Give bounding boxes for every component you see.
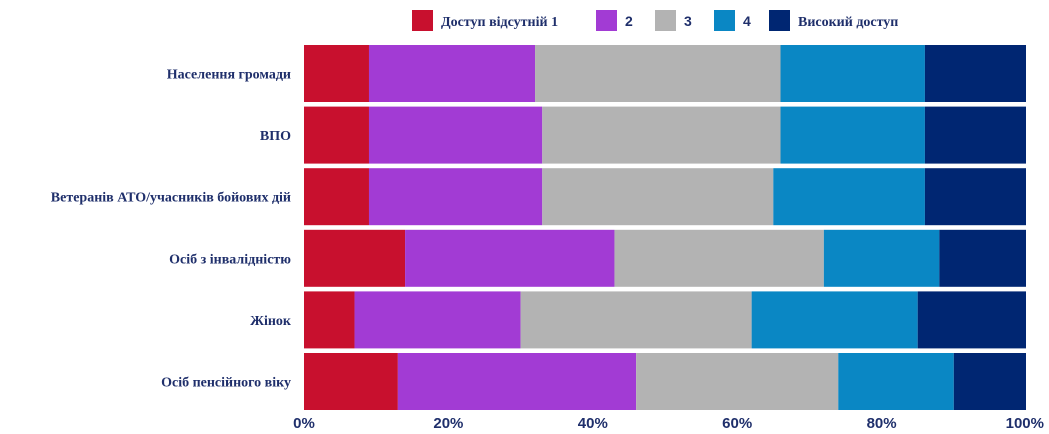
legend-item: 4 [714,10,751,31]
bar-segment-2 [405,229,615,287]
category-label: Населення громади [167,68,291,83]
x-tick-label: 100% [1006,415,1044,432]
bar-segment-5 [924,45,1026,102]
x-tick-label: 80% [867,415,897,432]
x-axis-ticks: 0% 20% 40% 60% 80% 100% [293,415,1044,432]
bar-segment-2 [368,106,543,164]
legend-label: 2 [625,13,633,29]
bar-row [304,229,1026,287]
bars [304,45,1026,410]
bar-row [304,45,1026,102]
bar-segment-4 [823,229,940,287]
bar-segment-5 [939,229,1026,287]
bar-segment-3 [636,353,839,410]
bar-segment-4 [838,353,954,410]
bar-segment-4 [773,168,925,226]
category-label: Жінок [250,314,292,329]
bar-segment-2 [368,168,543,226]
legend-item: 2 [596,10,633,31]
category-label: Осіб з інвалідністю [169,252,291,267]
bar-segment-5 [953,353,1026,410]
x-tick-label: 60% [722,415,752,432]
bar-segment-3 [535,45,781,102]
category-label: Ветеранів АТО/учасників бойових дій [51,191,291,206]
bar-segment-1 [304,229,406,287]
bar-segment-4 [780,45,925,102]
x-tick-label: 0% [293,415,315,432]
bar-segment-5 [924,168,1026,226]
legend-label: 3 [684,13,692,29]
bar-segment-5 [924,106,1026,164]
bar-segment-3 [542,106,781,164]
bar-segment-1 [304,291,355,349]
category-label: ВПО [260,129,291,144]
bar-row [304,353,1026,410]
legend-label: 4 [743,13,751,29]
bar-row [304,291,1026,349]
legend-label: Доступ відсутній 1 [441,15,558,30]
legend-swatch [655,10,676,31]
bar-segment-5 [917,291,1026,349]
bar-segment-1 [304,353,398,410]
legend-item: Доступ відсутній 1 [412,10,558,31]
legend-label: Високий доступ [798,15,898,30]
bar-segment-2 [397,353,637,410]
bar-segment-4 [780,106,925,164]
legend-swatch [412,10,433,31]
legend-swatch [769,10,790,31]
legend-item: Високий доступ [769,10,898,31]
bar-row [304,168,1026,226]
bar-segment-3 [520,291,752,349]
bar-segment-1 [304,106,369,164]
bar-segment-2 [354,291,521,349]
legend: Доступ відсутній 1 2 3 4 Високий доступ [412,10,898,31]
bar-segment-4 [751,291,918,349]
x-tick-label: 20% [433,415,463,432]
legend-swatch [714,10,735,31]
bar-segment-3 [542,168,774,226]
category-labels: Населення громади ВПО Ветеранів АТО/учасни… [51,68,292,391]
bar-row [304,106,1026,164]
legend-swatch [596,10,617,31]
bar-segment-3 [614,229,824,287]
bar-segment-2 [368,45,536,102]
bar-segment-1 [304,168,369,226]
legend-item: 3 [655,10,692,31]
x-tick-label: 40% [578,415,608,432]
category-label: Осіб пенсійного віку [161,376,291,391]
bar-segment-1 [304,45,369,102]
